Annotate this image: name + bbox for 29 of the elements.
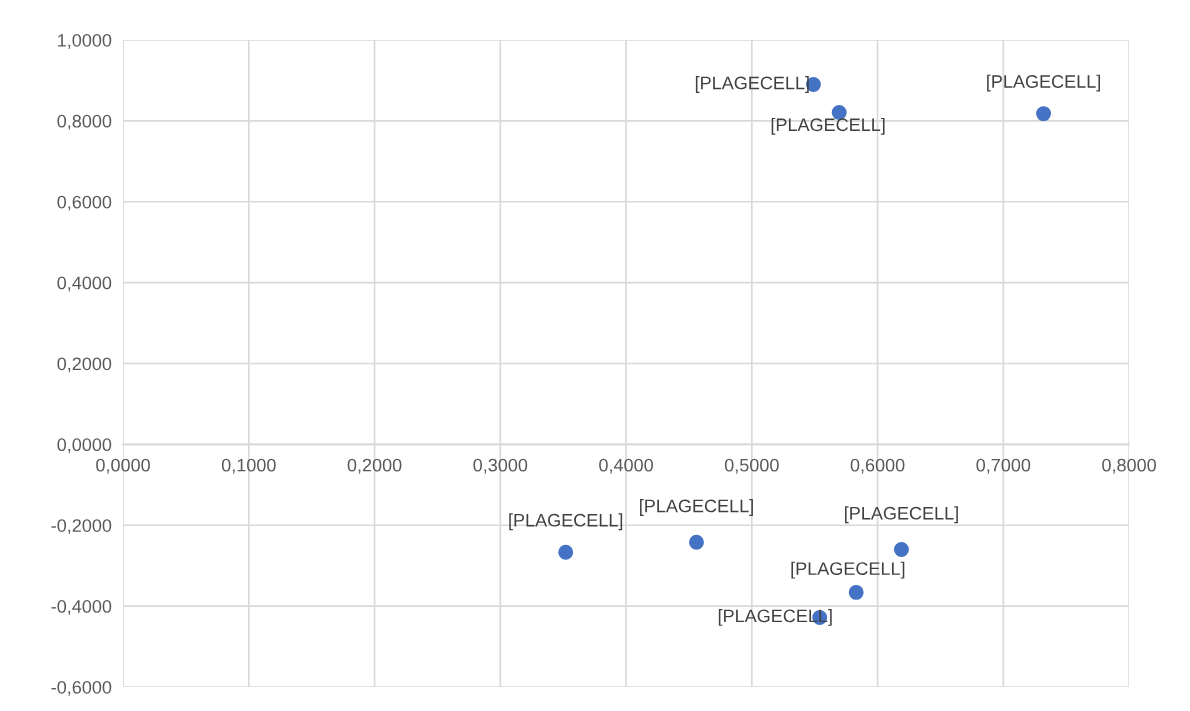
x-tick-label: 0,8000 xyxy=(1102,458,1156,474)
x-tick-label: 0,5000 xyxy=(724,458,779,474)
y-tick-label: -0,4000 xyxy=(51,600,112,615)
y-tick-label: -0,6000 xyxy=(51,680,112,696)
y-tick-label: 0,8000 xyxy=(57,114,112,130)
y-tick-label: 1,0000 xyxy=(58,33,112,49)
point xyxy=(689,534,704,550)
x-tick-label: 0,1000 xyxy=(221,458,276,474)
x-tick-label: 0,4000 xyxy=(599,458,653,474)
point xyxy=(893,542,909,557)
data-label: [PLAGECELL] xyxy=(845,506,958,524)
x-tick-label: 0,3000 xyxy=(473,458,528,474)
x-tick-label: 0,0000 xyxy=(96,458,150,474)
y-tick-label: 0,6000 xyxy=(57,195,112,211)
point xyxy=(1036,106,1052,122)
x-tick-label: 0,7000 xyxy=(976,458,1031,474)
x-tick-label: 0,2000 xyxy=(347,458,402,474)
y-tick-label: 0,2000 xyxy=(57,357,112,373)
y-tick-label: -0,2000 xyxy=(51,519,112,535)
data-label: [PLAGECELL] xyxy=(771,117,885,135)
y-tick-label: 0,4000 xyxy=(57,276,112,292)
data-label: [PLAGECELL] xyxy=(791,561,905,579)
point xyxy=(848,584,864,600)
data-label: [PLAGECELL] xyxy=(509,513,623,531)
x-tick-label: 0,6000 xyxy=(850,458,905,474)
point xyxy=(558,544,574,560)
data-label: [PLAGECELL] xyxy=(640,499,753,516)
y-tick-label: 0,0000 xyxy=(57,438,112,454)
data-label: [PLAGECELL] xyxy=(987,74,1100,92)
